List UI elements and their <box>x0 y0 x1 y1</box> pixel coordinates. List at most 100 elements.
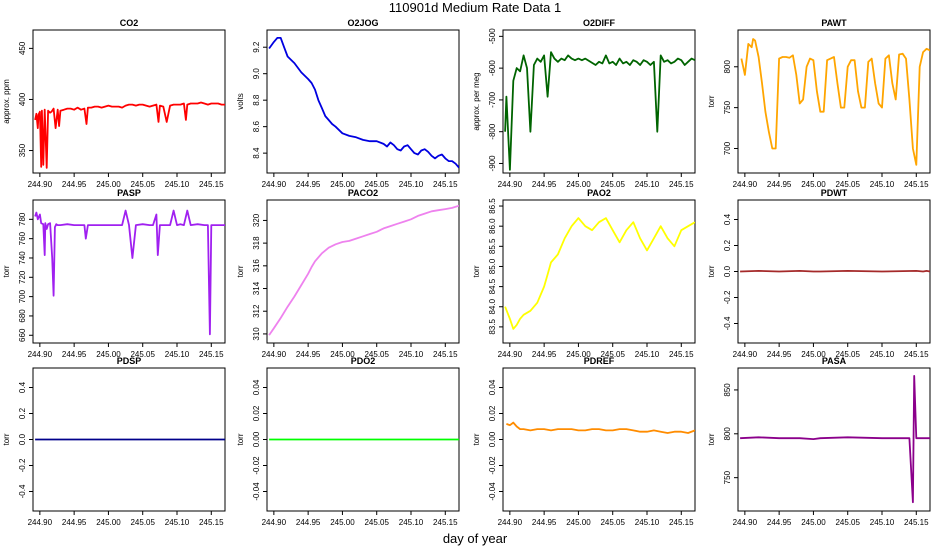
x-tick-label: 245.00 <box>566 518 591 527</box>
y-tick-label: 0.04 <box>488 379 497 395</box>
y-tick-label: 310 <box>252 327 261 341</box>
y-tick-label: -900 <box>488 155 497 172</box>
y-tick-label: 0.04 <box>252 379 261 395</box>
x-tick-label: 245.10 <box>399 180 424 189</box>
x-tick-label: 245.10 <box>870 180 895 189</box>
x-tick-label: 244.95 <box>296 180 321 189</box>
y-tick-label: 83.5 <box>488 319 497 335</box>
y-axis-label: torr <box>236 265 245 277</box>
x-tick-label: 244.90 <box>262 350 287 359</box>
panel-title: PAWT <box>821 18 847 28</box>
y-axis-label: approx. per meg <box>472 72 481 130</box>
x-tick-label: 244.90 <box>498 180 523 189</box>
y-tick-label: 0.2 <box>18 407 27 419</box>
panel-title: PACO2 <box>348 188 378 198</box>
x-tick-label: 245.10 <box>870 518 895 527</box>
y-tick-label: 700 <box>723 141 732 155</box>
x-tick-label: 245.00 <box>801 350 826 359</box>
x-tick-label: 245.15 <box>904 518 929 527</box>
y-tick-label: 84.0 <box>488 298 497 314</box>
y-tick-label: 800 <box>723 427 732 441</box>
panel-pasa: PASA torr 244.90 244.95 245.00 245.05 245.10 24… <box>707 356 931 527</box>
y-tick-label: 0.02 <box>252 405 261 421</box>
y-axis-label: torr <box>236 433 245 445</box>
y-tick-label: 780 <box>18 212 27 226</box>
y-tick-label: 660 <box>18 328 27 342</box>
y-tick-label: 350 <box>18 143 27 157</box>
x-tick-label: 245.10 <box>635 180 660 189</box>
y-tick-label: 85.5 <box>488 238 497 254</box>
plot-frame <box>266 199 460 344</box>
y-tick-label: 84.5 <box>488 278 497 294</box>
y-tick-label: 8.6 <box>252 121 261 133</box>
y-tick-label: 760 <box>18 231 27 245</box>
y-tick-label: -600 <box>488 60 497 77</box>
plot-frame <box>266 29 460 174</box>
x-tick-label: 244.95 <box>62 518 87 527</box>
y-tick-label: 8.8 <box>252 94 261 106</box>
x-tick-label: 245.00 <box>566 180 591 189</box>
panel-o2jog: O2JOG volts 244.90 244.95 245.00 245.05 245.10… <box>236 18 460 189</box>
panel-grid: CO2 approx. ppm 244.90 244.95 245.00 245.05 24… <box>2 18 931 527</box>
plot-frame <box>737 29 931 174</box>
series-line-pasa <box>740 374 930 504</box>
x-tick-label: 245.15 <box>199 518 224 527</box>
y-tick-label: -0.2 <box>18 458 27 472</box>
y-axis-label: torr <box>707 95 716 107</box>
x-tick-label: 245.00 <box>330 518 355 527</box>
series-line-pao2 <box>504 217 695 330</box>
panel-pdwt: PDWT torr 244.90 244.95 245.00 245.05 245.10 24… <box>707 188 931 359</box>
x-tick-label: 244.90 <box>733 350 758 359</box>
plot-frame <box>32 29 226 174</box>
panel-pao2: PAO2 torr 244.90 244.95 245.00 245.05 245.10 24… <box>472 188 696 359</box>
x-tick-label: 245.10 <box>635 350 660 359</box>
y-tick-label: 700 <box>18 289 27 303</box>
panel-pawt: PAWT torr 244.90 244.95 245.00 245.05 245.10 24… <box>707 18 931 189</box>
x-tick-label: 244.95 <box>296 518 321 527</box>
x-tick-label: 244.95 <box>532 518 557 527</box>
y-tick-label: 800 <box>723 60 732 74</box>
y-axis-label: torr <box>472 265 481 277</box>
x-tick-label: 245.00 <box>801 180 826 189</box>
x-tick-label: 245.05 <box>600 518 625 527</box>
panel-title: PAO2 <box>587 188 611 198</box>
y-tick-label: 0.02 <box>488 405 497 421</box>
x-tick-label: 244.95 <box>532 350 557 359</box>
y-tick-label: 0.00 <box>488 431 497 447</box>
series-line-paco2 <box>268 204 459 336</box>
x-tick-label: 245.15 <box>433 180 458 189</box>
x-tick-label: 244.95 <box>767 350 792 359</box>
x-tick-label: 245.05 <box>130 518 155 527</box>
y-tick-label: 450 <box>18 41 27 55</box>
x-tick-label: 245.05 <box>600 350 625 359</box>
y-tick-label: 720 <box>18 270 27 284</box>
y-tick-label: 680 <box>18 309 27 323</box>
x-tick-label: 245.05 <box>364 518 389 527</box>
x-tick-label: 244.90 <box>733 180 758 189</box>
y-axis-label: torr <box>472 433 481 445</box>
y-tick-label: 314 <box>252 281 261 295</box>
x-tick-label: 245.10 <box>635 518 660 527</box>
x-tick-label: 245.10 <box>870 350 895 359</box>
plot-frame <box>502 29 696 174</box>
y-tick-label: -500 <box>488 28 497 45</box>
y-tick-label: -0.04 <box>252 482 261 501</box>
series-line-co2 <box>34 101 225 169</box>
y-tick-label: 0.00 <box>252 431 261 447</box>
plot-frame <box>737 367 931 512</box>
x-tick-label: 244.95 <box>767 518 792 527</box>
y-tick-label: -800 <box>488 123 497 140</box>
x-tick-label: 245.15 <box>199 350 224 359</box>
y-axis-label: volts <box>236 93 245 109</box>
y-tick-label: 318 <box>252 236 261 250</box>
y-tick-label: 320 <box>252 213 261 227</box>
y-tick-label: 8.4 <box>252 147 261 159</box>
y-tick-label: 0.2 <box>723 239 732 251</box>
x-tick-label: 245.10 <box>165 350 190 359</box>
x-tick-label: 245.10 <box>165 180 190 189</box>
plot-frame <box>502 199 696 344</box>
y-tick-label: 0.4 <box>723 213 732 225</box>
y-tick-label: -0.2 <box>723 290 732 304</box>
series-line-o2diff <box>504 51 695 171</box>
